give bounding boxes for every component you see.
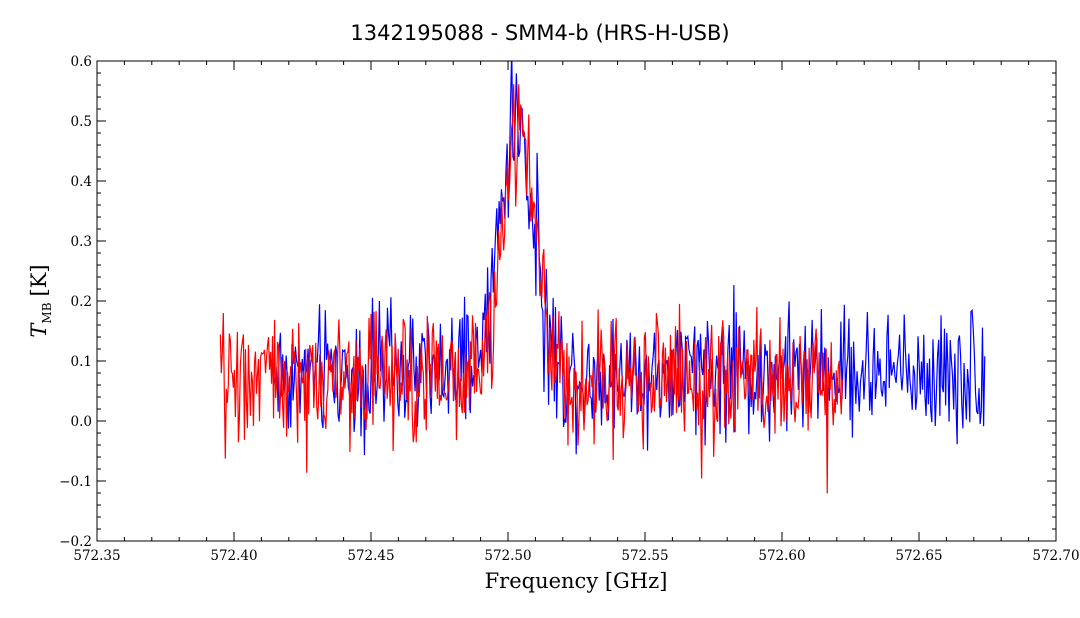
chart-title: 1342195088 - SMM4-b (HRS-H-USB) <box>350 21 729 45</box>
x-tick-labels: 572.35 572.40 572.45 572.50 572.55 572.60 572.… <box>73 548 1079 564</box>
y-tick-label: 0.0 <box>71 414 92 430</box>
x-tick-label: 572.60 <box>758 548 805 564</box>
x-tick-label: 572.40 <box>210 548 257 564</box>
y-axis-unit: [K] <box>27 264 51 296</box>
y-tick-label: 0.3 <box>71 234 92 250</box>
x-tick-label: 572.50 <box>484 548 531 564</box>
y-tick-label: 0.6 <box>71 54 92 70</box>
y-axis-subscript: MB <box>40 302 54 323</box>
y-tick-label: 0.5 <box>71 114 92 130</box>
x-tick-label: 572.55 <box>621 548 668 564</box>
x-tick-label: 572.70 <box>1032 548 1079 564</box>
plot-frame <box>96 60 1057 542</box>
y-tick-label: −0.2 <box>59 534 92 550</box>
y-tick-labels: −0.2 −0.1 0.0 0.1 0.2 0.3 0.4 0.5 0.6 <box>59 54 92 550</box>
y-tick-label: 0.1 <box>71 354 92 370</box>
x-axis-label: Frequency [GHz] <box>485 569 668 593</box>
spectrum-series-line <box>271 61 986 456</box>
x-tick-label: 572.35 <box>73 548 120 564</box>
spectrum-series-line <box>219 84 843 494</box>
x-tick-label: 572.65 <box>895 548 942 564</box>
y-tick-label: −0.1 <box>59 474 92 490</box>
y-axis-label: TMB [K] <box>27 264 54 337</box>
plot-area <box>219 61 986 494</box>
y-tick-label: 0.4 <box>71 174 92 190</box>
x-tick-label: 572.45 <box>347 548 394 564</box>
y-axis-symbol: T <box>27 322 51 338</box>
y-tick-label: 0.2 <box>71 294 92 310</box>
axis-ticks <box>96 60 1057 542</box>
